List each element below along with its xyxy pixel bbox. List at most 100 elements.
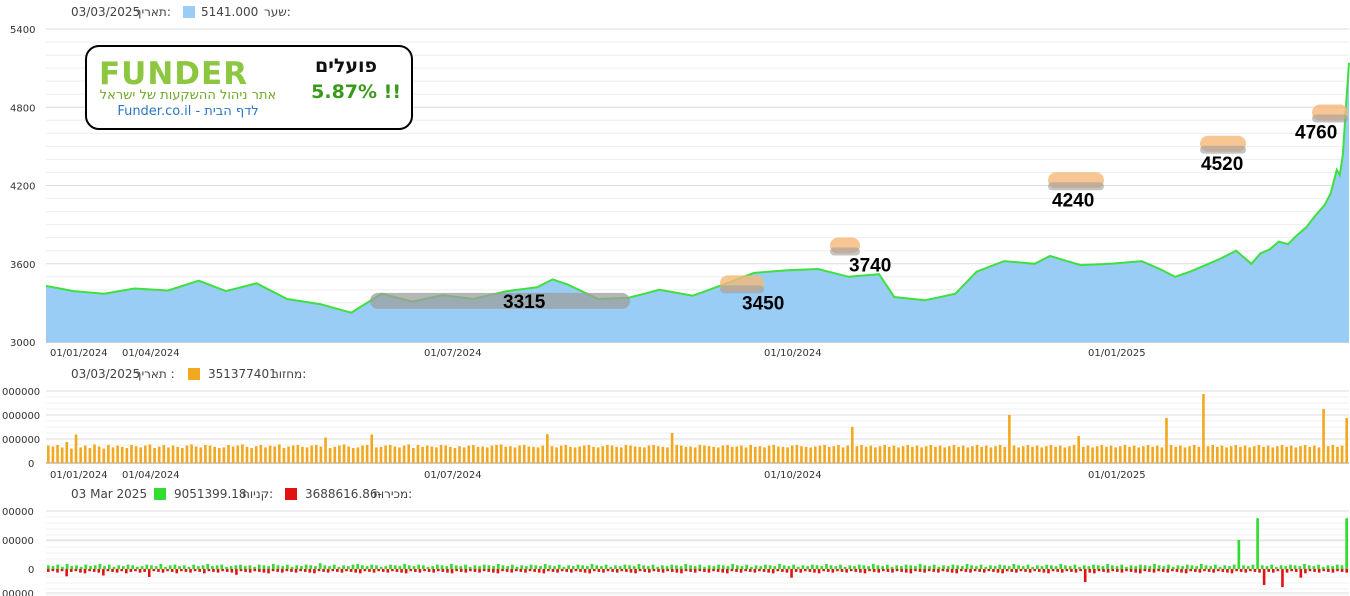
volume-bar <box>1165 418 1168 463</box>
flows-sell-bar <box>519 569 523 572</box>
flows-sell-bar <box>877 569 881 573</box>
flows-buy-bar <box>867 566 870 569</box>
volume-bar <box>351 448 355 463</box>
flows-legend: 03 Mar 2025 9051399.18 קניות: 3688616.86… <box>71 487 412 501</box>
price-y-tick: 3600 <box>10 260 35 271</box>
flows-buy-bar <box>979 564 983 569</box>
flows-sell-bar <box>1308 569 1312 572</box>
flows-buy-bar <box>318 563 322 569</box>
flows-buy-bar <box>182 565 186 569</box>
flows-buy-bar <box>136 566 139 569</box>
flows-buy-bar <box>975 566 978 569</box>
flows-sell-bar <box>391 569 394 572</box>
flows-buy-bar <box>1110 565 1114 569</box>
flows-sell-bar <box>473 569 477 572</box>
flows-buy-bar <box>1218 566 1222 569</box>
flows-buy-bar <box>1284 566 1288 569</box>
flows-buy-bar <box>1021 566 1025 569</box>
volume-bar <box>47 445 50 463</box>
flows-sell-bar <box>1001 569 1004 574</box>
flows-sell-bar <box>74 569 78 572</box>
volume-legend: 03/03/2025 תאריך : 351377401 מחזור: <box>71 367 306 381</box>
volume-bar <box>1326 446 1330 463</box>
volume-bar <box>1169 445 1173 463</box>
volume-bar <box>264 447 267 463</box>
flows-sell-bar <box>1138 569 1142 574</box>
volume-bar <box>767 445 771 463</box>
volume-bar <box>924 446 928 463</box>
volume-bar <box>1183 447 1187 463</box>
flows-buy-bar <box>717 564 720 569</box>
volume-bar <box>532 446 535 463</box>
flows-sell-bar <box>735 569 738 572</box>
flows-sell-bar <box>1184 569 1188 574</box>
flows-buy-bar <box>1303 563 1306 569</box>
volume-bar <box>869 445 873 463</box>
flows-sell-bar <box>354 569 357 573</box>
price-annotation-label: 3450 <box>742 293 784 314</box>
flows-buy-bar <box>698 564 702 569</box>
volume-x-tick: 01/01/2025 <box>1088 470 1146 481</box>
flows-buy-bar <box>871 563 875 569</box>
volume-bar <box>952 445 956 463</box>
flows-sell-bar <box>826 569 830 572</box>
volume-bar <box>1105 446 1108 463</box>
flows-sell-bar <box>849 569 853 572</box>
volume-x-tick: 01/04/2024 <box>122 470 180 481</box>
flows-buy-bar <box>923 565 927 569</box>
flows-sell-bar <box>904 569 908 573</box>
flows-buy-bar <box>1031 566 1034 569</box>
flows-buy-bar <box>1275 566 1278 569</box>
volume-bar <box>1262 446 1265 463</box>
flows-sell-bar <box>1294 569 1298 572</box>
flows-sell-bar <box>1175 569 1179 572</box>
flows-buy-bar <box>768 565 772 569</box>
flows-buy-bar <box>1195 566 1199 569</box>
volume-bar <box>282 448 286 463</box>
flows-sell-bar <box>331 569 335 572</box>
volume-bar <box>259 445 263 463</box>
flows-buy-bar <box>98 563 102 569</box>
volume-bar <box>324 437 327 463</box>
flows-buy-bar <box>525 566 528 569</box>
flows-buy-bar <box>501 565 505 569</box>
flows-sell-bar <box>643 569 647 572</box>
flows-y-tick: 0 <box>28 565 34 576</box>
funder-logo-box[interactable]: FUNDER אתר ניהול ההשקעות של ישראל Funder… <box>85 45 413 130</box>
volume-legend-value: 351377401 <box>208 367 277 381</box>
funder-home-link[interactable]: Funder.co.il - לדף הבית <box>117 104 259 119</box>
volume-bar <box>823 445 826 463</box>
volume-bar <box>744 447 748 463</box>
flows-buy-bar <box>84 564 88 569</box>
flows-buy-bar <box>65 563 69 569</box>
flows-buy-bar <box>604 564 608 569</box>
flows-buy-bar <box>942 565 945 569</box>
volume-bar <box>1160 447 1164 463</box>
flows-buy-bar <box>787 566 791 569</box>
flows-sell-bar <box>1253 569 1257 572</box>
volume-bar <box>333 446 337 463</box>
volume-bar <box>365 445 369 463</box>
volume-bar <box>596 447 600 463</box>
flows-buy-bar <box>731 563 734 569</box>
flows-sell-bar <box>106 569 110 572</box>
flows-buy-bar <box>1209 566 1213 569</box>
flows-buy-bar <box>436 564 439 569</box>
volume-legend-value-label: מחזור: <box>272 367 306 381</box>
volume-bar <box>721 445 725 463</box>
flows-sell-bar <box>565 569 569 572</box>
flows-sell-bar <box>455 569 458 572</box>
volume-bar <box>582 445 586 463</box>
price-area <box>46 62 1349 343</box>
flows-sell-bar <box>1262 569 1266 585</box>
volume-bar <box>1313 445 1316 463</box>
volume-bar <box>93 444 96 463</box>
flows-buy-bar <box>1153 563 1156 569</box>
flows-sell-bar <box>946 569 949 572</box>
flows-sell-bar <box>143 569 146 572</box>
volume-bar <box>619 447 623 463</box>
flows-buy-bar <box>1096 565 1100 569</box>
price-legend-swatch <box>183 6 195 18</box>
volume-bar <box>120 446 124 463</box>
flows-sell-bar <box>1340 569 1344 572</box>
